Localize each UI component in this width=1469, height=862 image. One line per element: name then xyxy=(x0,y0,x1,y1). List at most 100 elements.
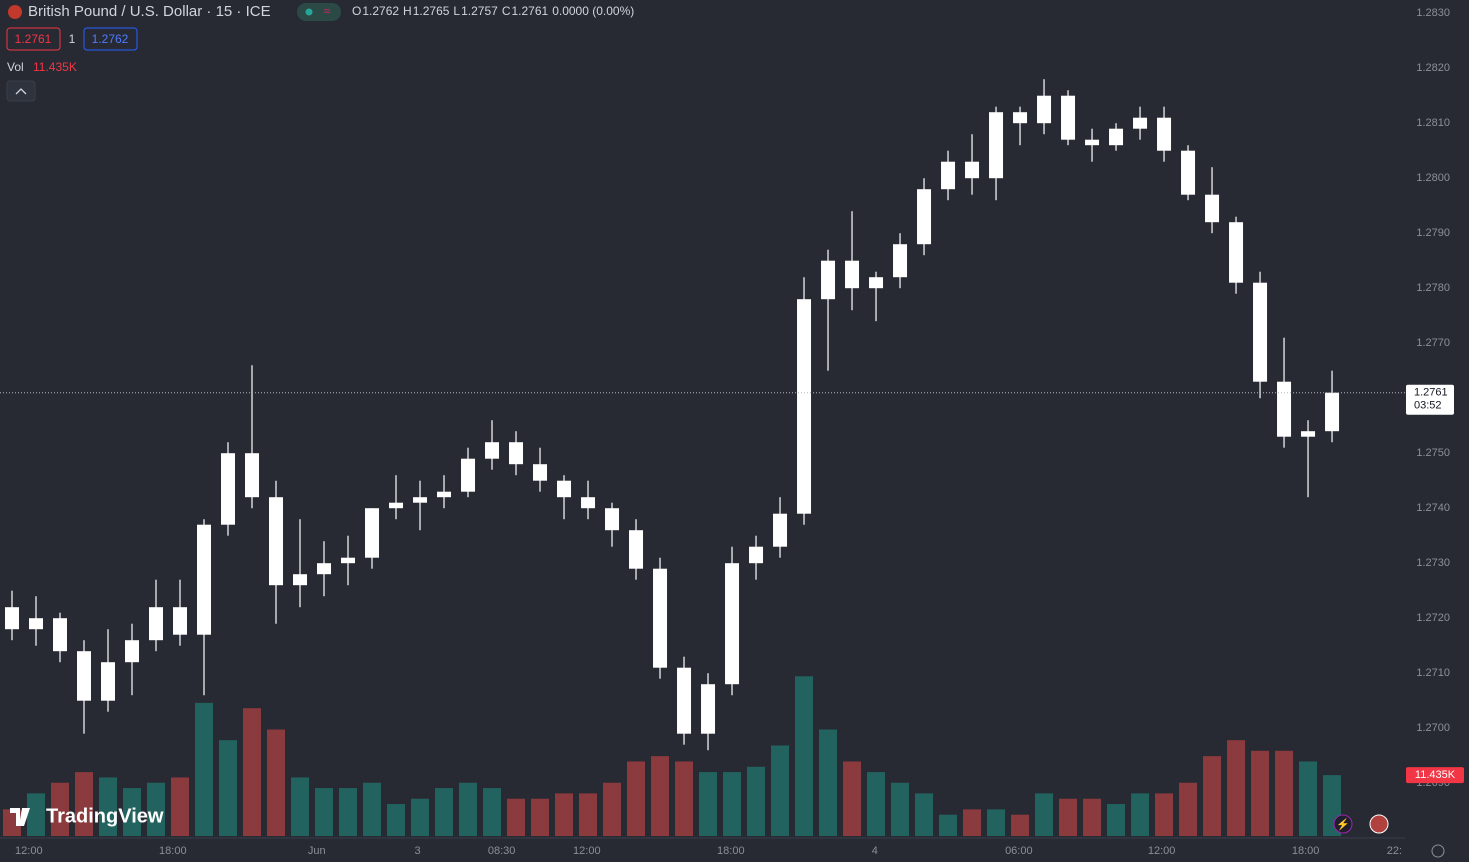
x-tick-label: 18:00 xyxy=(1292,845,1320,857)
volume-bar xyxy=(795,676,814,836)
volume-axis-label: 11.435K xyxy=(1415,769,1456,781)
candle-body xyxy=(869,277,884,289)
alert-icon[interactable] xyxy=(1333,814,1353,834)
x-tick-label: 08:30 xyxy=(488,845,516,857)
volume-bar xyxy=(219,740,238,836)
candle-body xyxy=(701,684,716,734)
candle-body xyxy=(1301,431,1316,437)
candle-body xyxy=(629,530,644,569)
candle-body xyxy=(989,112,1004,179)
volume-bar xyxy=(195,702,214,836)
market-status xyxy=(305,8,313,16)
volume-bar xyxy=(819,729,838,836)
volume-bar xyxy=(267,729,286,836)
candle-body xyxy=(773,513,788,547)
volume-header-value: 11.435K xyxy=(33,60,77,74)
volume-bar xyxy=(891,782,910,836)
event-flag[interactable] xyxy=(1369,814,1389,834)
volume-bar xyxy=(387,804,406,836)
collapse-button[interactable] xyxy=(6,80,36,102)
volume-title: Vol xyxy=(7,60,24,74)
spread: 1 xyxy=(69,32,76,46)
volume-bar xyxy=(51,782,70,836)
volume-bar xyxy=(291,777,310,836)
candle-body xyxy=(365,508,380,558)
candle-body xyxy=(29,618,44,630)
symbol-flag xyxy=(8,5,22,19)
candle-body xyxy=(725,563,740,685)
volume-bar xyxy=(1107,804,1126,836)
volume-bar xyxy=(99,777,118,836)
y-tick-label: 1.2830 xyxy=(1416,7,1450,19)
x-tick-label: Jun xyxy=(308,845,326,857)
volume-bar xyxy=(411,798,430,836)
candle-body xyxy=(533,464,548,481)
y-tick-label: 1.2820 xyxy=(1416,62,1450,74)
ohlc-value: 1.2762 xyxy=(362,4,399,18)
volume-bar xyxy=(435,788,454,836)
volume-bar xyxy=(723,772,742,836)
candle-body xyxy=(77,651,92,701)
y-tick-label: 1.2770 xyxy=(1416,337,1450,349)
candle-body xyxy=(509,442,524,465)
status-pill xyxy=(297,3,341,21)
volume-bar xyxy=(1275,750,1294,836)
volume-bar xyxy=(1083,798,1102,836)
volume-bar xyxy=(123,788,142,836)
volume-bar xyxy=(675,761,694,836)
candle-body xyxy=(5,607,20,630)
candle-body xyxy=(797,299,812,514)
ohlc-value: 1.2765 xyxy=(413,4,450,18)
candle-body xyxy=(149,607,164,641)
candle-body xyxy=(293,574,308,586)
volume-bar xyxy=(771,745,790,836)
x-tick-label: 22: xyxy=(1387,845,1402,857)
candle-body xyxy=(341,557,356,564)
y-tick-label: 1.2780 xyxy=(1416,282,1450,294)
ask-box[interactable] xyxy=(83,27,138,51)
candle-body xyxy=(413,497,428,503)
volume-bar xyxy=(531,798,550,836)
candle-body xyxy=(653,568,668,668)
candle-body xyxy=(1013,112,1028,124)
settings-icon[interactable] xyxy=(1431,844,1445,858)
volume-bar xyxy=(483,788,502,836)
collapse-icon xyxy=(15,88,27,95)
ohlc-header: O 1.2762 H 1.2765 L 1.2757 C 1.2761 0.0000 (0.00… xyxy=(352,4,634,18)
volume-bar xyxy=(315,788,334,836)
volume-bar xyxy=(603,782,622,836)
volume-bar xyxy=(147,782,166,836)
volume-bar xyxy=(939,814,958,836)
bid-box[interactable] xyxy=(6,27,61,51)
x-tick-label: 4 xyxy=(872,845,878,857)
candle-body xyxy=(485,442,500,459)
candle-body xyxy=(317,563,332,575)
candle-body xyxy=(1061,95,1076,140)
countdown-label: 03:52 xyxy=(1414,400,1442,412)
ohlc-key: O xyxy=(352,4,361,18)
volume-bar xyxy=(699,772,718,836)
candle-body xyxy=(53,618,68,652)
candle-body xyxy=(1325,392,1340,432)
candle-body xyxy=(1253,282,1268,382)
volume-bar xyxy=(627,761,646,836)
volume-bar xyxy=(1131,793,1150,836)
volume-bar xyxy=(1035,793,1054,836)
ohlc-value: 1.2761 xyxy=(511,4,548,18)
candle-body xyxy=(581,497,596,509)
candle-body xyxy=(197,524,212,635)
x-tick-label: 06:00 xyxy=(1005,845,1033,857)
brand-name: TradingView xyxy=(46,805,164,827)
candle-body xyxy=(941,161,956,190)
volume-bar xyxy=(1059,798,1078,836)
candle-body xyxy=(845,260,860,289)
ohlc-key: H xyxy=(403,4,412,18)
candle-body xyxy=(605,508,620,531)
x-tick-label: 18:00 xyxy=(159,845,187,857)
candle-body xyxy=(1037,95,1052,124)
volume-bar xyxy=(75,772,94,836)
candle-body xyxy=(1157,117,1172,151)
brand-logo xyxy=(10,808,30,826)
